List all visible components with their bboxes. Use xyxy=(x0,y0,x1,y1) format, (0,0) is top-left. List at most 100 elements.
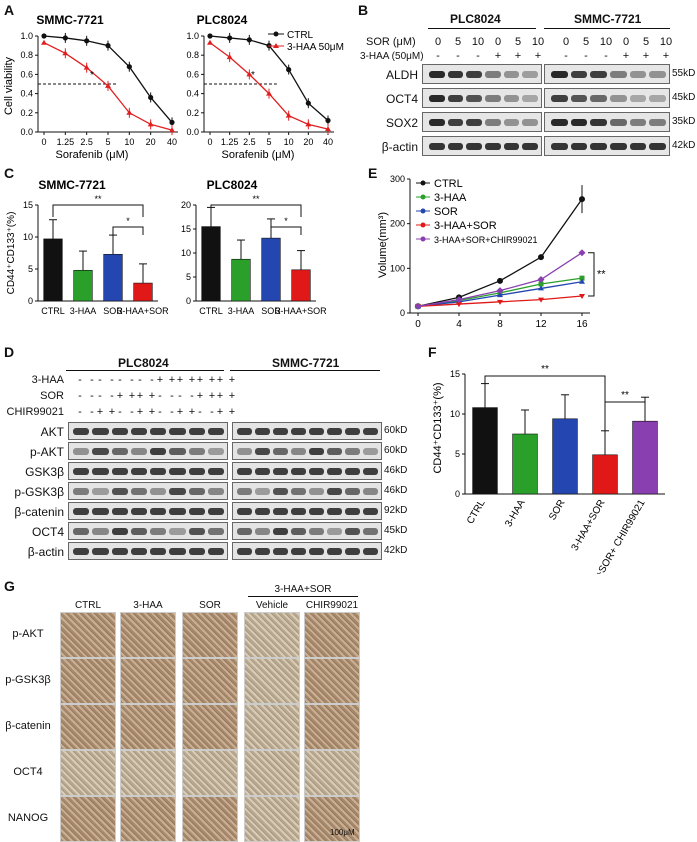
panel-c-title-right: PLC8024 xyxy=(207,178,258,192)
treatment-sign: - xyxy=(110,390,114,402)
treatment-sign: + xyxy=(136,390,144,402)
ihc-row-label: β-catenin xyxy=(5,720,51,732)
treatment-sign: + xyxy=(156,374,164,386)
blot-strip xyxy=(544,136,670,156)
blot-band xyxy=(485,143,501,150)
y-tick-label: 5 xyxy=(455,449,460,459)
blot-strip xyxy=(68,422,228,440)
x-tick-label: 10 xyxy=(284,137,294,147)
blot-band xyxy=(150,548,167,555)
significance-star: ** xyxy=(621,390,629,401)
blot-band xyxy=(429,119,445,126)
significance-bracket xyxy=(270,226,302,235)
x-tick-label: 12 xyxy=(535,319,547,330)
bar xyxy=(231,258,251,302)
blot-band xyxy=(130,428,147,435)
ihc-image-tile xyxy=(60,796,116,842)
blot-band xyxy=(169,468,186,475)
treatment-sign: - xyxy=(78,390,82,402)
blot-strip xyxy=(422,64,542,84)
data-point xyxy=(497,277,503,284)
legend-ctrl-marker xyxy=(273,31,279,37)
blot-band xyxy=(345,508,360,515)
category-label: 3-HAA xyxy=(228,306,255,316)
blot-band xyxy=(629,119,647,126)
bar xyxy=(133,282,153,302)
legend-ctrl: CTRL xyxy=(287,30,314,41)
sor-dose: 0 xyxy=(494,36,502,48)
blot-band xyxy=(629,71,647,78)
blot-band xyxy=(92,448,109,455)
significance-star: * xyxy=(284,216,288,226)
blot-band xyxy=(169,528,186,535)
significance-bracket xyxy=(588,252,595,297)
haa-sign: - xyxy=(456,50,460,62)
haa-sign: - xyxy=(476,50,480,62)
blot-label: ALDH xyxy=(385,68,418,82)
data-point xyxy=(579,275,585,281)
blot-band xyxy=(130,448,147,455)
blot-band xyxy=(309,488,324,495)
blot-band xyxy=(503,71,520,78)
treatment-sign: - xyxy=(90,406,94,418)
blot-strip xyxy=(68,462,228,480)
ihc-image-tile xyxy=(60,658,116,704)
kd-label: 60kD xyxy=(384,425,408,436)
blot-band xyxy=(345,468,360,475)
blot-band xyxy=(73,548,90,555)
blot-strip xyxy=(422,112,542,132)
blot-band xyxy=(237,508,252,515)
blot-band xyxy=(188,448,205,455)
blot-band xyxy=(485,119,501,126)
kd-label: 55kD xyxy=(672,68,696,79)
bar xyxy=(291,269,311,302)
scale-bar-label: 100μM xyxy=(330,828,355,837)
kd-label: 46kD xyxy=(384,485,408,496)
blot-band xyxy=(447,143,464,150)
blot-band xyxy=(551,143,568,150)
y-tick-label: 0.4 xyxy=(186,89,199,99)
bar xyxy=(472,407,498,495)
blot-band xyxy=(73,508,90,515)
blot-band xyxy=(92,468,109,475)
x-tick-label: 2.5 xyxy=(243,137,256,147)
y-tick-label: 0 xyxy=(28,296,33,306)
category-label: SOR xyxy=(103,306,123,316)
blot-strip xyxy=(68,442,228,460)
ihc-image-tile xyxy=(244,612,300,658)
bar xyxy=(103,253,123,302)
y-tick-label: 10 xyxy=(450,409,460,419)
bar xyxy=(592,454,618,495)
panel-g-ihc-grid: 3-HAA+SOR CTRL 3-HAA SOR Vehicle CHIR99021 p-… xyxy=(0,578,697,842)
x-tick-label: 16 xyxy=(576,319,588,330)
blot-band xyxy=(273,508,288,515)
treatment-sign: - xyxy=(78,374,82,386)
blot-band xyxy=(207,548,224,555)
treatment-sign: - xyxy=(150,374,154,386)
ihc-column-label: CHIR99021 xyxy=(305,600,359,611)
blot-band xyxy=(237,528,252,535)
treatment-sign: + xyxy=(136,406,144,418)
panel-d-group-line-1 xyxy=(66,370,224,371)
legend-entry: CTRL xyxy=(434,178,463,190)
treatment-sign: + xyxy=(116,390,124,402)
series-line-haa xyxy=(209,42,329,130)
sor-dose: 10 xyxy=(659,36,673,48)
blot-band xyxy=(345,488,360,495)
treatment-sign: - xyxy=(178,390,182,402)
y-tick-label: 10 xyxy=(181,248,191,258)
blot-band xyxy=(169,508,186,515)
treatment-sign: + xyxy=(228,406,236,418)
data-point xyxy=(456,302,462,308)
sor-dose: 0 xyxy=(622,36,630,48)
y-tick-label: 1.0 xyxy=(186,31,199,41)
legend-haa-marker xyxy=(273,43,279,48)
blot-band xyxy=(237,488,252,495)
panel-a-xlabel-left: Sorafenib (μM) xyxy=(56,149,129,161)
significance-bracket xyxy=(605,401,646,408)
x-tick-label: 20 xyxy=(303,137,313,147)
blot-band xyxy=(92,508,109,515)
blot-label: AKT xyxy=(40,425,64,439)
treatment-sign: + xyxy=(228,390,236,402)
ihc-image-tile xyxy=(120,796,176,842)
